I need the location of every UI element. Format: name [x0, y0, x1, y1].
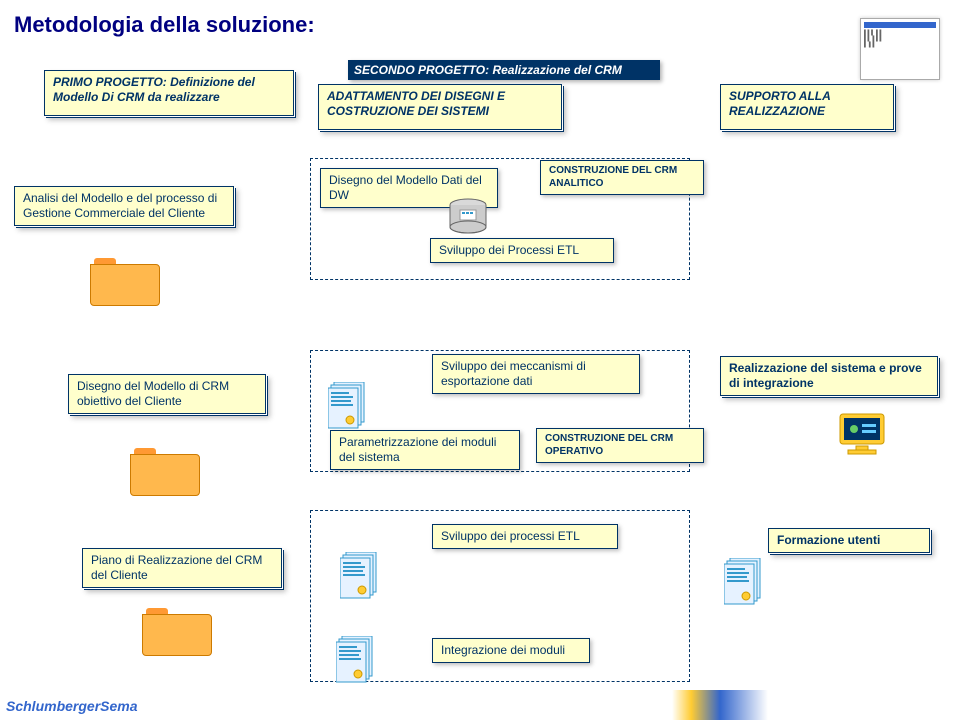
- box-formazione-utenti: Formazione utenti: [768, 528, 930, 553]
- folder-icon: [90, 258, 160, 306]
- box-piano: Piano di Realizzazione del CRM del Clien…: [82, 548, 282, 588]
- monitor-icon: [838, 412, 886, 456]
- box-realizzazione-sistema: Realizzazione del sistema e prove di int…: [720, 356, 938, 396]
- database-icon: [448, 198, 488, 236]
- box-integrazione-moduli: Integrazione dei moduli: [432, 638, 590, 663]
- header-adattamento: ADATTAMENTO DEI DISEGNI E COSTRUZIONE DE…: [318, 84, 562, 130]
- document-stack-icon: [328, 382, 370, 436]
- folder-icon: [130, 448, 200, 496]
- box-construzione-analitico: CONSTRUZIONE DEL CRM ANALITICO: [540, 160, 704, 195]
- document-stack-icon: [336, 636, 378, 690]
- box-analisi: Analisi del Modello e del processo di Ge…: [14, 186, 234, 226]
- box-disegno-crm: Disegno del Modello di CRM obiettivo del…: [68, 374, 266, 414]
- box-sviluppo-etl-2: Sviluppo dei processi ETL: [432, 524, 618, 549]
- box-construzione-operativo: CONSTRUZIONE DEL CRM OPERATIVO: [536, 428, 704, 463]
- banner-secondo-progetto: SECONDO PROGETTO: Realizzazione del CRM: [348, 60, 660, 80]
- document-stack-icon: [340, 552, 382, 606]
- document-stack-icon: [724, 558, 766, 612]
- footer-swoosh: [0, 690, 960, 720]
- logo-text: SchlumbergerSema: [6, 698, 138, 714]
- decorative-thumbnail: ▌▌▌ ▌▌▌▌ ▌▌▌▌ ▌▌: [860, 18, 940, 80]
- header-primo-progetto: PRIMO PROGETTO: Definizione del Modello …: [44, 70, 294, 116]
- page-title: Metodologia della soluzione:: [14, 12, 315, 38]
- folder-icon: [142, 608, 212, 656]
- header-supporto: SUPPORTO ALLA REALIZZAZIONE: [720, 84, 894, 130]
- box-sviluppo-meccanismi: Sviluppo dei meccanismi di esportazione …: [432, 354, 640, 394]
- box-sviluppo-etl-1: Sviluppo dei Processi ETL: [430, 238, 614, 263]
